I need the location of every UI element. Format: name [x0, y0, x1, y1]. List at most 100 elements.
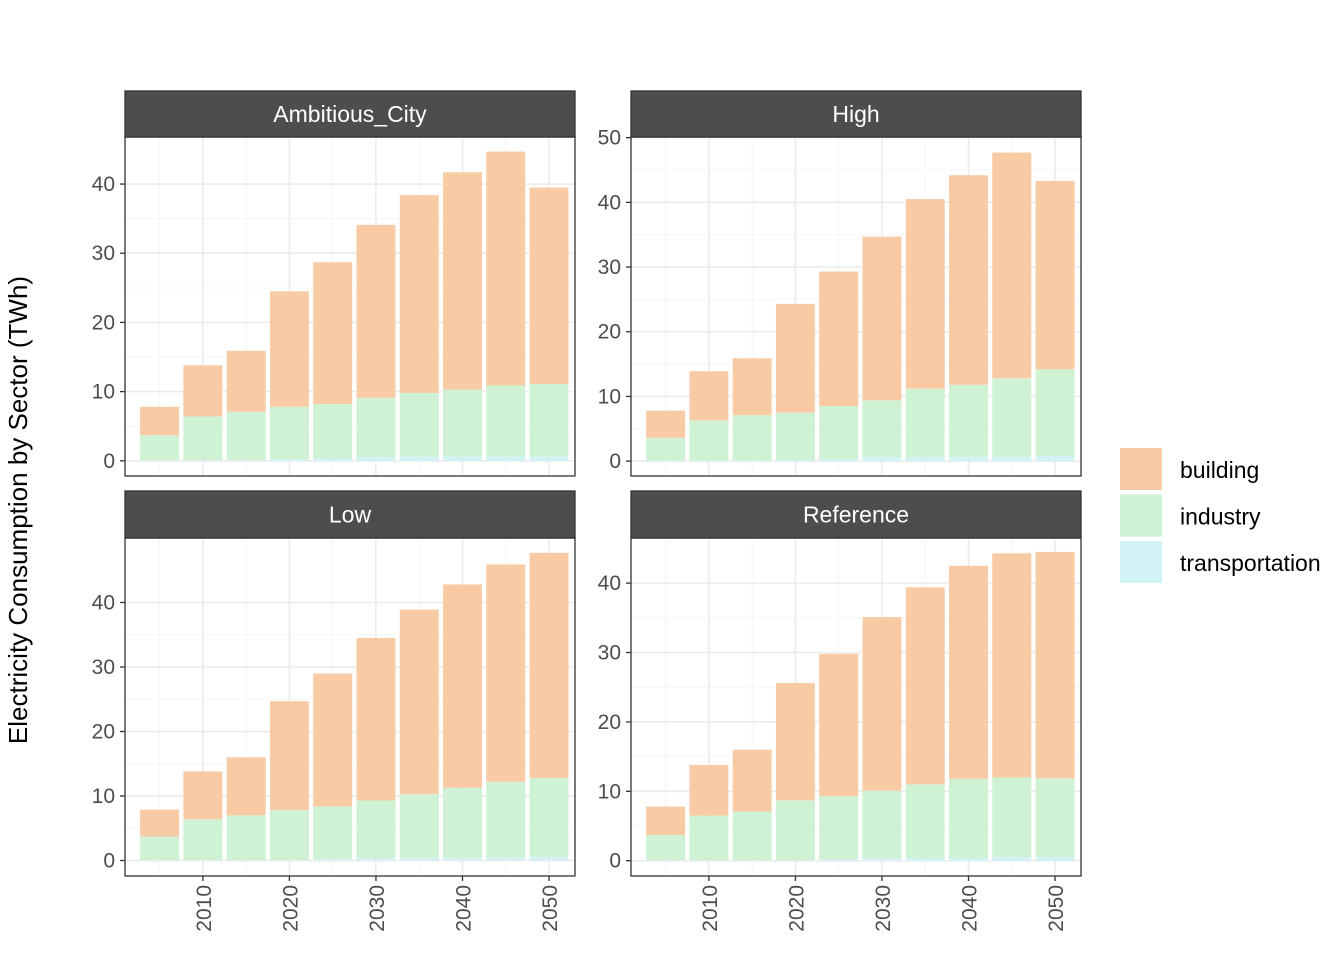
bar-transportation-2030 — [862, 858, 902, 861]
bar-transportation-2025 — [819, 459, 859, 462]
bar-transportation-2025 — [313, 859, 353, 861]
bar-building-2025 — [819, 653, 859, 797]
bar-transportation-2030 — [356, 858, 396, 861]
bar-industry-2015 — [226, 815, 266, 860]
bar-industry-2030 — [356, 397, 396, 458]
bar-building-2045 — [486, 151, 526, 386]
bar-building-2015 — [732, 358, 772, 416]
bar-transportation-2020 — [269, 859, 309, 861]
y-tick-label: 10 — [598, 780, 621, 803]
x-tick-label: 2030 — [872, 885, 895, 932]
bar-building-2050 — [529, 552, 569, 778]
y-tick-label: 10 — [92, 381, 115, 404]
bar-industry-2015 — [732, 415, 772, 461]
bar-transportation-2050 — [1035, 857, 1075, 861]
bar-building-2010 — [689, 371, 729, 421]
y-tick-label: 20 — [92, 311, 115, 334]
bar-transportation-2015 — [226, 460, 266, 461]
bar-industry-2030 — [862, 400, 902, 458]
y-tick-label: 40 — [598, 572, 621, 595]
bar-transportation-2035 — [905, 457, 945, 462]
strip-title: High — [832, 101, 879, 127]
bar-industry-2005 — [646, 437, 686, 461]
bar-industry-2030 — [862, 790, 902, 859]
x-tick-label: 2030 — [366, 885, 389, 932]
bar-building-2030 — [862, 617, 902, 791]
strip-title: Ambitious_City — [273, 101, 427, 127]
bar-building-2035 — [905, 199, 945, 389]
bar-building-2050 — [1035, 180, 1075, 370]
bar-industry-2050 — [529, 777, 569, 857]
x-tick-label: 2020 — [785, 885, 808, 932]
bar-industry-2040 — [443, 787, 482, 858]
bar-building-2020 — [775, 683, 815, 801]
bar-industry-2025 — [313, 806, 353, 860]
bar-industry-2045 — [486, 385, 526, 457]
bar-transportation-2025 — [819, 859, 859, 861]
bar-transportation-2030 — [356, 457, 396, 461]
y-tick-label: 20 — [598, 321, 621, 344]
y-tick-label: 30 — [92, 242, 115, 265]
y-tick-label: 30 — [598, 256, 621, 279]
bar-building-2015 — [226, 350, 266, 412]
bar-industry-2050 — [529, 383, 569, 457]
bar-transportation-2020 — [775, 860, 815, 861]
bar-building-2020 — [269, 291, 309, 407]
bar-industry-2005 — [646, 835, 686, 861]
y-tick-label: 30 — [92, 656, 115, 679]
bar-industry-2020 — [269, 406, 309, 460]
bar-transportation-2010 — [183, 859, 223, 861]
bar-industry-2020 — [775, 412, 815, 460]
bar-building-2035 — [399, 195, 439, 393]
legend-label-transportation: transportation — [1180, 550, 1321, 576]
bar-industry-2040 — [443, 389, 482, 457]
bar-transportation-2030 — [862, 457, 902, 462]
strip-title: Low — [329, 502, 372, 528]
bar-building-2035 — [399, 609, 439, 795]
bar-industry-2035 — [399, 392, 439, 457]
bar-industry-2020 — [269, 810, 309, 860]
legend-label-building: building — [1180, 457, 1259, 483]
bar-transportation-2010 — [689, 860, 729, 861]
bar-transportation-2040 — [443, 857, 482, 861]
bar-building-2030 — [356, 637, 396, 801]
bar-transportation-2045 — [486, 456, 526, 461]
bar-industry-2035 — [905, 388, 945, 458]
bar-industry-2010 — [689, 815, 729, 861]
bar-industry-2045 — [486, 781, 526, 858]
x-tick-label: 2010 — [699, 885, 722, 932]
bar-transportation-2035 — [399, 857, 439, 861]
y-tick-label: 40 — [92, 592, 115, 615]
bar-transportation-2005 — [140, 859, 180, 861]
bar-building-2005 — [140, 809, 180, 837]
bar-industry-2045 — [992, 378, 1032, 457]
bar-transportation-2010 — [183, 460, 223, 461]
y-tick-label: 50 — [598, 127, 621, 150]
strip-background — [630, 490, 1082, 539]
y-tick-label: 0 — [609, 850, 621, 873]
bar-transportation-2040 — [949, 456, 988, 462]
legend-key-transportation — [1120, 541, 1162, 583]
bar-transportation-2050 — [529, 856, 569, 861]
bar-building-2040 — [443, 172, 482, 390]
legend-key-industry — [1120, 494, 1162, 537]
bar-transportation-2005 — [140, 460, 180, 461]
bar-industry-2005 — [140, 836, 180, 860]
bar-transportation-2035 — [905, 857, 945, 861]
bar-transportation-2050 — [529, 456, 569, 461]
bar-industry-2015 — [226, 411, 266, 461]
bar-building-2045 — [486, 564, 526, 782]
bar-building-2050 — [529, 187, 569, 384]
y-tick-label: 0 — [609, 450, 621, 473]
legend: building industry transportation — [1120, 448, 1321, 583]
bar-building-2035 — [905, 587, 945, 785]
bar-transportation-2015 — [226, 859, 266, 861]
strip-background — [124, 490, 576, 539]
strip-background — [630, 90, 1082, 138]
y-tick-label: 30 — [598, 642, 621, 665]
bar-building-2025 — [313, 262, 353, 405]
bar-industry-2040 — [949, 384, 988, 457]
bar-transportation-2040 — [443, 456, 482, 461]
